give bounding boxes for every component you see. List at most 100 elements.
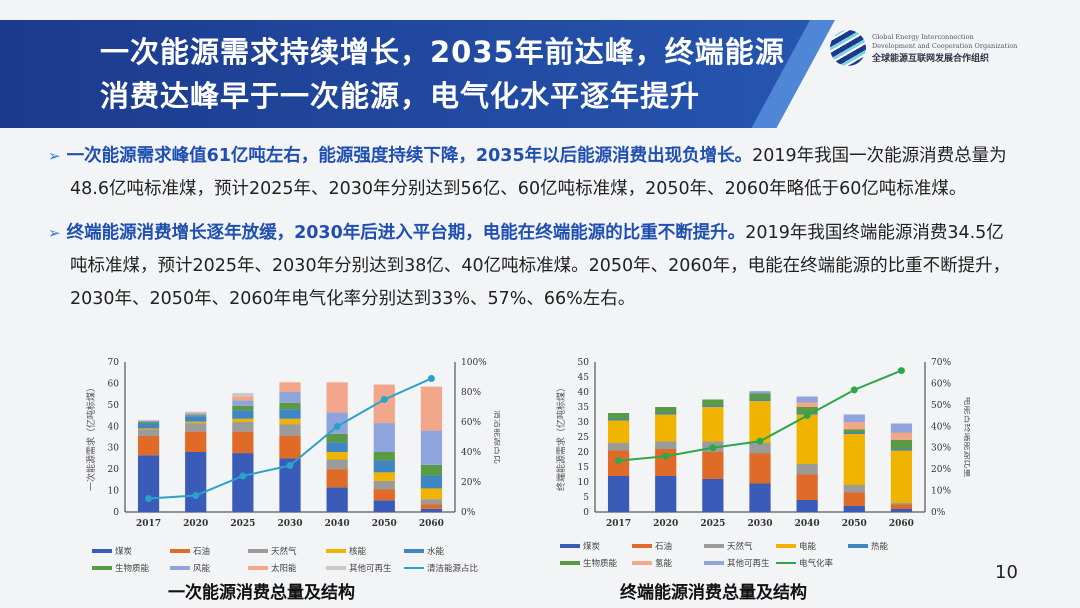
bar-segment <box>279 402 301 410</box>
y2-axis-label: 清洁能源占比 <box>492 410 500 464</box>
y2-tick-label: 60% <box>931 379 951 389</box>
bar-segment <box>232 400 254 406</box>
bar-segment <box>185 421 207 424</box>
legend-label: 电能 <box>799 542 817 552</box>
bar-segment <box>890 450 913 503</box>
bar-segment <box>373 472 395 481</box>
line-point <box>145 495 153 502</box>
bar-segment <box>420 504 443 509</box>
y2-tick-label: 0% <box>461 508 476 518</box>
legend-item: 其他可再生 <box>326 562 404 574</box>
bar-segment <box>232 453 254 512</box>
bar-segment <box>702 405 724 407</box>
bar-segment <box>890 423 913 433</box>
y-tick-label: 50 <box>108 401 120 411</box>
bar-segment <box>326 469 348 488</box>
bar-segment <box>890 509 913 512</box>
bar-segment <box>279 392 301 403</box>
legend-swatch <box>404 567 424 569</box>
bar-segment <box>843 429 865 433</box>
legend-label: 煤炭 <box>115 547 133 557</box>
bar-segment <box>749 443 771 454</box>
bar-segment <box>655 413 677 415</box>
page-number: 10 <box>995 562 1018 583</box>
bar-segment <box>796 414 818 464</box>
x-tick-label: 2030 <box>277 519 302 529</box>
bar-segment <box>749 483 771 512</box>
bar-segment <box>420 508 443 512</box>
bar-segment <box>607 419 630 421</box>
legend-item: 电气化率 <box>776 557 848 569</box>
bar-segment <box>279 409 301 419</box>
legend-item: 清洁能源占比 <box>404 562 482 574</box>
y-tick-label: 60 <box>108 379 120 389</box>
bar-segment <box>232 422 254 432</box>
bar-segment <box>232 393 254 397</box>
bar-segment <box>749 401 771 443</box>
legend-label: 其他可再生 <box>349 564 392 574</box>
primary-energy-chart: 0102030405060700%20%40%60%80%100%一次能源需求（… <box>85 358 500 529</box>
bar-segment <box>890 504 913 509</box>
bar-segment <box>185 413 207 416</box>
bar-segment <box>607 420 630 443</box>
bar-segment <box>279 424 301 436</box>
legend-swatch <box>170 549 190 553</box>
legend-swatch <box>632 544 652 548</box>
y2-tick-label: 30% <box>931 444 951 454</box>
legend-item: 生物质能 <box>92 562 170 574</box>
x-tick-label: 2017 <box>136 519 161 529</box>
y2-tick-label: 70% <box>931 358 951 368</box>
bar-segment <box>185 416 207 422</box>
y-tick-label: 50 <box>578 358 590 368</box>
legend-swatch <box>92 549 112 553</box>
x-tick-label: 2060 <box>889 519 914 529</box>
y-tick-label: 10 <box>578 478 590 488</box>
bar-segment <box>232 431 254 454</box>
legend-swatch <box>632 561 652 565</box>
x-tick-label: 2050 <box>842 519 867 529</box>
bar-segment <box>749 399 771 401</box>
bar-segment <box>373 384 395 424</box>
bar-segment <box>796 396 818 403</box>
bar-segment <box>796 500 818 512</box>
y2-tick-label: 80% <box>461 388 481 398</box>
bar-segment <box>796 407 818 413</box>
bar-segment <box>373 480 395 490</box>
x-tick-label: 2060 <box>419 519 444 529</box>
y-tick-label: 0 <box>583 508 589 518</box>
legend-swatch <box>404 549 424 553</box>
bar-segment <box>843 485 865 493</box>
y-tick-label: 0 <box>113 508 119 518</box>
bar-segment <box>702 407 724 442</box>
bar-segment <box>185 431 207 452</box>
legend-item: 天然气 <box>248 545 326 557</box>
bar-segment <box>326 442 348 452</box>
line-point <box>380 396 388 403</box>
y2-tick-label: 0% <box>931 508 946 518</box>
legend-swatch <box>560 544 580 548</box>
legend-swatch <box>704 544 724 548</box>
arrow-bullet-icon: ➢ <box>48 224 61 242</box>
bar-segment <box>232 418 254 422</box>
legend-item: 其他可再生 <box>704 557 776 569</box>
final-chart-title: 终端能源消费总量及结构 <box>620 583 807 603</box>
bar-segment <box>702 452 724 479</box>
line-point <box>333 423 341 430</box>
legend-label: 生物质能 <box>115 564 150 574</box>
line-point <box>192 492 200 499</box>
y-tick-label: 20 <box>578 448 590 458</box>
y2-tick-label: 100% <box>461 358 487 368</box>
bar-segment <box>373 489 395 501</box>
bullet-item: ➢ 一次能源需求峰值61亿吨左右，能源强度持续下降，2035年以后能源消费出现负增… <box>48 146 1007 199</box>
final-energy-legend: 煤炭 石油 天然气 电能 热能 生物质能 氢能 其他可再生 电气化率 <box>560 540 920 569</box>
line-point <box>709 444 717 452</box>
bar-segment <box>373 452 395 461</box>
bar-segment <box>655 407 677 413</box>
bar-segment <box>137 422 160 424</box>
bar-segment <box>373 460 395 473</box>
bar-segment <box>279 458 301 512</box>
bar-segment <box>843 492 865 506</box>
bar-segment <box>420 475 443 489</box>
title-banner <box>0 20 815 128</box>
bar-segment <box>749 391 771 394</box>
